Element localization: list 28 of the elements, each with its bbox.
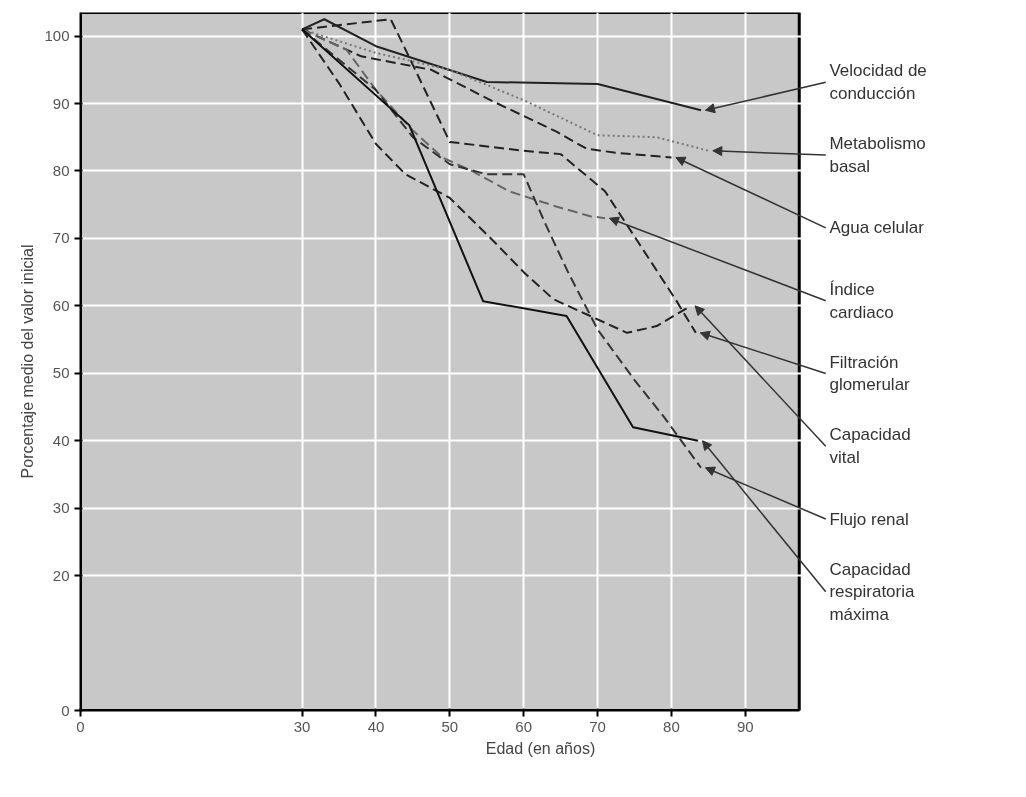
text: Capacidad vital [829, 425, 911, 468]
text: Velocidad de conducción [829, 61, 927, 104]
x-axis-title: Edad (en años) [485, 739, 596, 757]
y-tick-label: 20 [52, 566, 70, 584]
x-tick-label: 90 [736, 717, 754, 735]
text: Metabolismo basal [829, 134, 926, 176]
text: Índice cardiaco [829, 279, 894, 322]
x-tick-label: 80 [663, 717, 680, 735]
y-tick-label: 90 [52, 94, 70, 112]
y-tick-label: 0 [61, 701, 70, 719]
y-tick-label: 30 [52, 499, 70, 517]
y-tick-label: 100 [44, 27, 70, 45]
y-axis-title: Porcentaje medio del valor inicial [19, 244, 37, 479]
text: Filtración glomerular [829, 352, 911, 395]
x-tick-label: 70 [589, 717, 606, 735]
text: Capacidad respiratoria máxima [829, 559, 916, 625]
y-tick-label: 50 [52, 364, 70, 382]
x-tick-label: 0 [76, 717, 85, 735]
x-tick-label: 60 [515, 717, 533, 735]
y-tick-label: 80 [52, 161, 70, 179]
text: Flujo renal [829, 509, 909, 529]
y-tick-label: 70 [52, 229, 70, 247]
y-tick-label: 60 [52, 296, 70, 314]
x-tick-label: 40 [367, 717, 385, 735]
x-tick-label: 30 [293, 717, 311, 735]
text: Agua celular [829, 218, 925, 238]
y-tick-label: 40 [52, 431, 70, 449]
x-tick-label: 50 [441, 717, 459, 735]
